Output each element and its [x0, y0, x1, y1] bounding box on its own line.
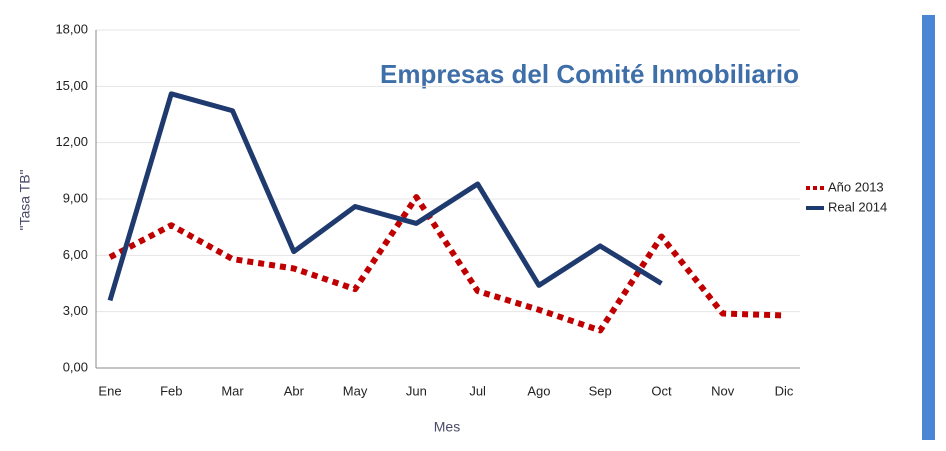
x-tick-label: Jun [406, 383, 427, 398]
y-axis-label: "Tasa TB" [17, 169, 33, 230]
x-tick-label: Mar [221, 383, 244, 398]
y-tick-label: 9,00 [63, 190, 88, 205]
x-tick-label: Ene [98, 383, 121, 398]
x-axis-label: Mes [434, 419, 460, 435]
y-tick-label: 0,00 [63, 359, 88, 374]
x-tick-label: Dic [775, 383, 794, 398]
line-series [107, 91, 663, 302]
x-tick-label: Sep [589, 383, 612, 398]
y-tick-label: 6,00 [63, 247, 88, 262]
x-tick-label: Nov [711, 383, 735, 398]
legend-label: Año 2013 [828, 179, 884, 194]
legend-label: Real 2014 [828, 199, 887, 214]
x-tick-label: Jul [469, 383, 486, 398]
x-tick-label: Feb [160, 383, 182, 398]
x-tick-label: Abr [284, 383, 305, 398]
y-tick-label: 18,00 [55, 21, 88, 36]
x-tick-label: Oct [651, 383, 672, 398]
x-tick-label: Ago [527, 383, 550, 398]
x-tick-label: May [343, 383, 368, 398]
side-bar [922, 15, 935, 440]
chart-title: Empresas del Comité Inmobiliario [380, 59, 799, 89]
y-tick-label: 15,00 [55, 78, 88, 93]
y-tick-label: 12,00 [55, 134, 88, 149]
line-series [108, 194, 785, 334]
y-tick-label: 3,00 [63, 303, 88, 318]
